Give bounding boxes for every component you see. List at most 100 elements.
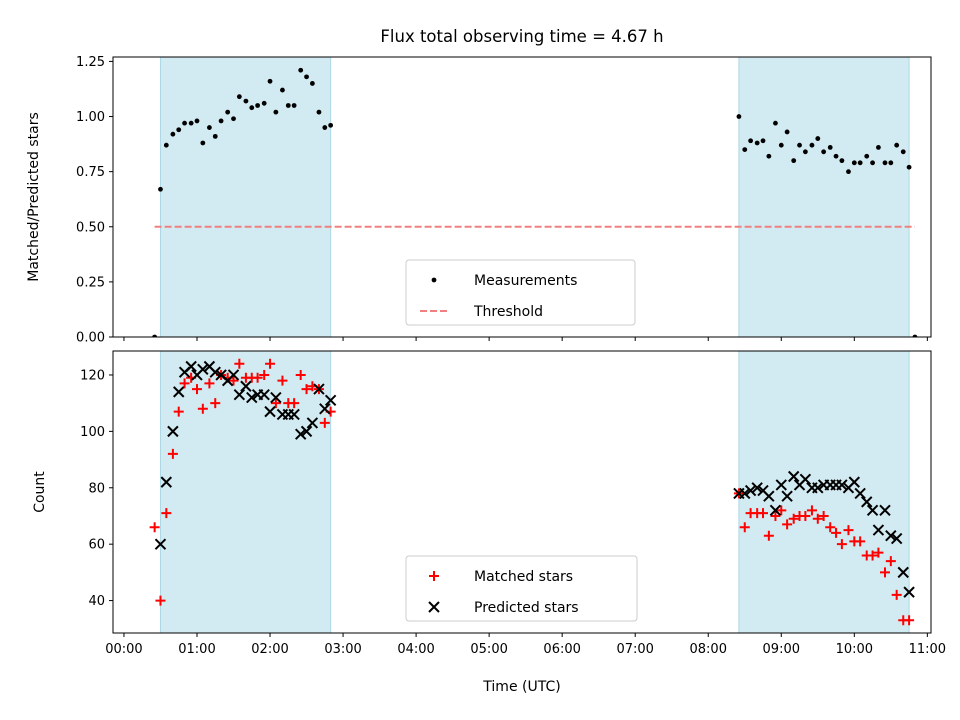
bottom-x-point-1-34 — [763, 490, 775, 502]
top-dot-point-0-14 — [236, 94, 242, 100]
bottom-plus-point-0-17 — [252, 372, 263, 383]
top-shaded-interval-1 — [738, 56, 910, 338]
top-dot-point-0-6 — [188, 120, 194, 126]
bottom-x-point-1-26 — [313, 383, 325, 395]
bottom-plus-point-0-10 — [210, 398, 221, 409]
x-tick-label-6: 06:00 — [543, 642, 580, 657]
top-axes-frame — [112, 56, 932, 338]
bottom-x-point-1-7 — [197, 363, 209, 376]
bottom-plus-point-0-21 — [277, 375, 288, 386]
top-dot-point-0-34 — [760, 138, 766, 144]
top-dot-point-0-36 — [773, 120, 778, 126]
top-dot-point-0-21 — [280, 87, 285, 93]
bottom-x-point-1-9 — [209, 366, 221, 378]
bottom-x-point-1-3 — [173, 386, 185, 398]
top-y-tick-label-4: 1.00 — [76, 110, 105, 125]
top-dot-point-0-26 — [309, 81, 315, 86]
top-dot-point-0-1 — [158, 186, 163, 192]
top-y-axis-label: Matched/Predicted stars — [26, 112, 42, 282]
top-plot-area — [152, 67, 918, 337]
bottom-x-point-1-19 — [270, 391, 282, 404]
bottom-plus-point-0-58 — [904, 615, 915, 626]
x-tick-label-0: 00:00 — [105, 642, 142, 657]
top-dot-point-0-28 — [322, 125, 328, 130]
bottom-x-point-1-36 — [775, 479, 787, 491]
top-dot-point-0-3 — [170, 131, 176, 137]
legend-marker-bottom-1 — [428, 601, 440, 613]
bottom-x-point-1-57 — [903, 586, 915, 598]
bottom-plus-point-0-48 — [843, 525, 854, 536]
x-tick-label-8: 08:00 — [690, 642, 727, 657]
top-dot-point-0-41 — [802, 149, 808, 155]
top-dot-point-0-29 — [328, 122, 334, 128]
bottom-x-point-1-28 — [324, 394, 337, 407]
bottom-legend: Matched stars Predicted stars — [405, 555, 638, 622]
x-tick-label-7: 07:00 — [616, 642, 653, 657]
top-dot-point-0-38 — [784, 129, 790, 135]
bottom-x-point-1-14 — [240, 380, 252, 392]
bottom-plus-point-0-38 — [782, 519, 793, 530]
top-dot-point-0-55 — [888, 160, 894, 166]
x-tick-label-11: 11:00 — [909, 642, 946, 657]
bottom-x-point-1-42 — [812, 482, 824, 494]
bottom-plus-point-0-41 — [800, 510, 811, 521]
top-dot-point-0-19 — [267, 78, 273, 84]
bottom-plot-area — [149, 358, 915, 626]
top-dot-point-0-54 — [882, 160, 888, 166]
bottom-y-tick-label-3: 100 — [80, 425, 105, 440]
top-dot-point-0-22 — [285, 103, 291, 108]
top-dot-point-0-12 — [225, 109, 231, 115]
bottom-x-point-1-5 — [185, 360, 197, 373]
top-dot-point-0-27 — [316, 109, 322, 115]
bottom-y-tick-label-2: 80 — [88, 481, 105, 496]
top-y-tick-label-5: 1.25 — [76, 55, 105, 70]
top-dot-point-0-25 — [304, 74, 309, 80]
top-chart-title: Flux total observing time = 4.67 h — [380, 27, 663, 46]
top-dot-point-0-47 — [839, 158, 845, 164]
bottom-plus-point-0-45 — [825, 522, 836, 533]
bottom-plus-point-0-55 — [885, 556, 896, 567]
top-dot-point-0-35 — [766, 153, 772, 159]
bottom-x-point-1-2 — [167, 425, 179, 438]
legend-marker-bottom-0 — [429, 571, 439, 581]
bottom-plus-point-0-23 — [289, 398, 300, 409]
bottom-x-point-1-30 — [739, 487, 751, 500]
x-tick-label-10: 10:00 — [836, 642, 873, 657]
bottom-plus-point-0-20 — [270, 398, 281, 409]
bottom-plus-point-0-47 — [836, 539, 847, 550]
top-dot-point-0-13 — [231, 116, 236, 122]
top-dot-point-0-0 — [152, 334, 158, 337]
bottom-plus-point-0-54 — [879, 567, 890, 578]
top-dot-point-0-18 — [261, 100, 267, 106]
bottom-x-point-1-0 — [154, 538, 167, 550]
bottom-y-tick-label-1: 60 — [88, 538, 105, 553]
bottom-plus-point-0-3 — [167, 448, 178, 459]
bottom-x-point-1-40 — [799, 473, 812, 486]
bottom-plus-point-0-43 — [812, 513, 823, 524]
bottom-x-point-1-15 — [246, 391, 258, 404]
x-tick-label-9: 09:00 — [763, 642, 800, 657]
bottom-plus-point-0-9 — [204, 378, 215, 389]
bottom-plus-point-0-1 — [155, 595, 166, 606]
bottom-x-point-1-17 — [258, 389, 270, 401]
bottom-x-point-1-31 — [744, 484, 757, 497]
legend-label-top-0: Measurements — [474, 273, 577, 289]
top-dot-point-0-4 — [176, 127, 182, 133]
top-dot-point-0-11 — [218, 118, 224, 124]
top-dot-point-0-20 — [273, 109, 279, 115]
top-y-tick-label-1: 0.25 — [76, 275, 105, 290]
bottom-x-point-1-32 — [751, 482, 763, 494]
bottom-plus-point-0-28 — [319, 417, 330, 428]
bottom-plus-point-0-24 — [295, 369, 306, 380]
top-dot-point-0-33 — [754, 140, 760, 146]
bottom-plus-point-0-8 — [197, 403, 208, 414]
bottom-x-point-1-49 — [854, 487, 866, 500]
bottom-x-point-1-46 — [836, 479, 848, 491]
top-dot-point-0-50 — [857, 160, 863, 166]
bottom-x-point-1-55 — [890, 532, 903, 545]
top-dot-point-0-23 — [291, 103, 297, 108]
bottom-plus-point-0-31 — [739, 522, 750, 533]
bottom-y-tick-label-4: 120 — [80, 368, 105, 383]
legend-label-bottom-1: Predicted stars — [474, 600, 579, 616]
